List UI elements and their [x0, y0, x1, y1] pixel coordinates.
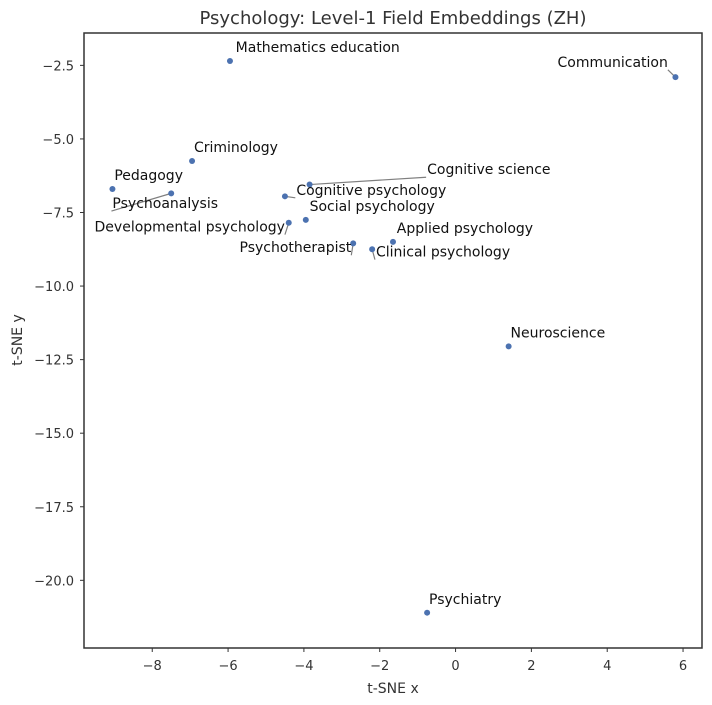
point-labels: Mathematics education Communication Crimin… [95, 40, 668, 608]
y-tick-label: −20.0 [34, 574, 74, 589]
point-label: Communication [558, 55, 668, 71]
x-tick-label: 2 [527, 659, 535, 674]
data-point [168, 190, 175, 197]
data-point [390, 238, 396, 245]
data-point [672, 74, 679, 81]
point-label: Developmental psychology [95, 220, 285, 236]
y-tick-label: −17.5 [34, 501, 74, 516]
point-label: Psychiatry [429, 592, 501, 608]
point-label: Cognitive psychology [296, 183, 446, 199]
point-label: Applied psychology [397, 221, 533, 237]
data-point [505, 343, 512, 350]
y-axis-label: t-SNE y [10, 314, 26, 365]
point-label: Social psychology [310, 199, 435, 215]
data-point [350, 240, 357, 247]
leader-line [309, 176, 427, 186]
data-point [281, 193, 288, 200]
x-tick-label: −2 [370, 659, 389, 674]
data-points [109, 57, 679, 616]
y-tick-label: −5.0 [42, 133, 74, 148]
data-point [285, 219, 292, 226]
point-label: Mathematics education [236, 40, 400, 56]
data-point [226, 57, 233, 64]
x-tick-label: 4 [603, 659, 611, 674]
plot-frame [83, 32, 703, 649]
data-point [424, 609, 431, 616]
data-point [189, 158, 196, 165]
point-label: Cognitive science [427, 162, 550, 178]
data-point [369, 246, 376, 253]
point-label: Criminology [194, 140, 278, 156]
leader-line [111, 192, 172, 212]
x-axis-label: t-SNE x [367, 681, 418, 697]
y-tick-label: −12.5 [34, 354, 74, 369]
data-point [306, 181, 313, 188]
point-label: Neuroscience [511, 326, 606, 342]
x-tick-label: −6 [218, 659, 237, 674]
chart-title: Psychology: Level-1 Field Embeddings (ZH… [199, 8, 586, 29]
x-tick-label: 0 [451, 659, 459, 674]
x-axis: −8 −6 −4 −2 0 2 4 6 [143, 648, 687, 674]
y-tick-label: −15.0 [34, 427, 74, 442]
x-tick-label: −4 [294, 659, 313, 674]
y-axis: −2.5 −5.0 −7.5 −10.0 −12.5 −15.0 −17.5 −20.0 [34, 59, 84, 589]
y-tick-label: −7.5 [42, 206, 74, 221]
point-label: Psychotherapist [240, 240, 352, 256]
data-point [109, 185, 116, 192]
y-tick-label: −2.5 [42, 59, 74, 74]
y-tick-label: −10.0 [34, 280, 74, 295]
point-label: Psychoanalysis [112, 196, 218, 212]
point-label: Clinical psychology [376, 245, 510, 261]
point-label: Pedagogy [114, 168, 183, 184]
x-tick-label: 6 [679, 659, 687, 674]
x-tick-label: −8 [143, 659, 162, 674]
data-point [302, 216, 309, 223]
